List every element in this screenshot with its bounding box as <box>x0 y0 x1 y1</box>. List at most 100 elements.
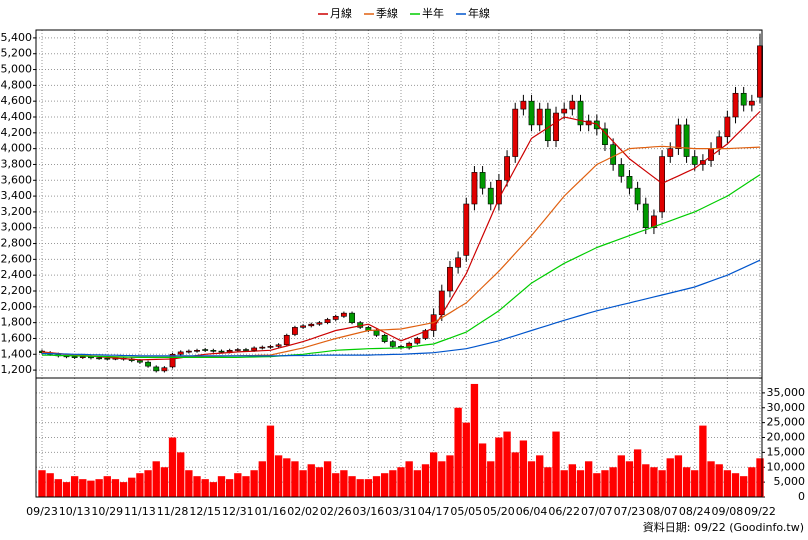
candle-body <box>202 349 209 351</box>
candle-body <box>536 108 543 126</box>
volume-bar <box>209 482 218 497</box>
candle-body <box>455 257 462 268</box>
y2-tick-label: 20,000 <box>767 431 806 444</box>
volume-bar <box>429 452 438 497</box>
volume-bar <box>593 473 601 497</box>
legend-label: 半年 <box>422 6 444 20</box>
candle-body <box>610 144 617 165</box>
volume-bar <box>381 473 389 497</box>
candle-body <box>577 100 584 126</box>
candle-body <box>569 100 576 110</box>
volume-bar <box>397 467 405 497</box>
candle-body <box>169 353 176 368</box>
candle-body <box>104 357 111 360</box>
y-tick-label: 5,200 <box>1 47 33 60</box>
candle-body <box>300 325 307 328</box>
candle-body <box>259 346 266 349</box>
x-tick-label: 03/31 <box>385 505 417 518</box>
y-tick-label: 5,400 <box>1 31 33 44</box>
volume-bar <box>413 470 421 497</box>
volume-bar <box>389 470 397 497</box>
volume-bar <box>160 467 169 497</box>
candles <box>39 33 763 373</box>
legend-label: 季線 <box>376 6 398 20</box>
x-tick-label: 08/07 <box>646 505 678 518</box>
candle-body <box>161 367 168 372</box>
x-tick-label: 02/02 <box>287 505 319 518</box>
candle-body <box>234 349 241 351</box>
candle-body <box>716 136 723 149</box>
candle-body <box>251 347 258 351</box>
candle-body <box>561 108 568 114</box>
volume-bar <box>446 455 454 497</box>
volume-bar <box>356 479 364 497</box>
candle-body <box>487 187 494 205</box>
volume-bar <box>177 452 185 497</box>
candle-body <box>292 327 298 335</box>
y-tick-label: 2,600 <box>1 252 33 265</box>
candle-body <box>177 351 184 355</box>
x-tick-label: 07/23 <box>614 505 646 518</box>
volume-bar <box>332 473 340 497</box>
candle-body <box>642 203 649 229</box>
volume-bar <box>527 461 536 497</box>
x-tick-label: 12/31 <box>222 505 254 518</box>
candle-body <box>381 334 388 342</box>
candle-body <box>748 100 755 106</box>
candle-body <box>544 108 551 142</box>
volume-bar <box>544 467 552 497</box>
x-tick-label: 11/13 <box>124 505 156 518</box>
x-tick-label: 05/05 <box>450 505 482 518</box>
x-tick-label: 09/22 <box>744 505 776 518</box>
candle-body <box>185 350 192 353</box>
legend-label: 年線 <box>468 6 490 20</box>
ma-line <box>41 111 761 361</box>
volume-bar <box>707 461 715 497</box>
candle-body <box>136 360 143 363</box>
x-tick-label: 06/22 <box>548 505 580 518</box>
candle-body <box>618 164 625 177</box>
y-tick-label: 1,800 <box>1 316 33 329</box>
volume-bar <box>576 470 585 497</box>
volume-bar <box>699 425 707 497</box>
legend-label: 月線 <box>330 6 352 20</box>
candle-body <box>349 312 355 323</box>
volume-bar <box>674 455 683 497</box>
volume-bar <box>731 473 740 497</box>
volume-bar <box>487 461 495 497</box>
x-tick-label: 12/15 <box>189 505 221 518</box>
volume-bar <box>617 455 625 497</box>
y-tick-label: 4,600 <box>1 94 33 107</box>
volume-bar <box>46 473 54 497</box>
candle-body <box>447 266 453 292</box>
candle-body <box>79 356 86 358</box>
volume-bar <box>95 479 103 497</box>
candle-body <box>96 357 103 360</box>
y-tick-label: 3,400 <box>1 189 33 202</box>
volume-bar <box>79 479 87 497</box>
volume-bar <box>633 449 642 497</box>
candle-body <box>651 215 657 229</box>
candle-body <box>308 323 315 327</box>
candle-body <box>495 179 502 205</box>
x-tick-label: 11/28 <box>157 505 189 518</box>
volume-bar <box>421 464 430 497</box>
y-tick-label: 3,200 <box>1 205 33 218</box>
y-tick-label: 3,000 <box>1 221 33 234</box>
candle-body <box>153 366 160 372</box>
volume-bar <box>560 470 568 497</box>
candle-body <box>553 112 559 142</box>
candle-body <box>659 156 666 213</box>
volume-bar <box>454 407 462 497</box>
volume-bar <box>234 473 242 497</box>
volume-bar <box>217 476 226 497</box>
candle-body <box>667 148 674 157</box>
y-tick-label: 2,000 <box>1 300 33 313</box>
y2-tick-label: 0 <box>798 490 805 503</box>
volume-bar <box>128 477 136 497</box>
candle-body <box>740 92 747 106</box>
y-tick-label: 3,600 <box>1 173 33 186</box>
candle-body <box>732 92 739 118</box>
volume-bar <box>552 431 560 497</box>
volume-bar <box>511 452 519 497</box>
